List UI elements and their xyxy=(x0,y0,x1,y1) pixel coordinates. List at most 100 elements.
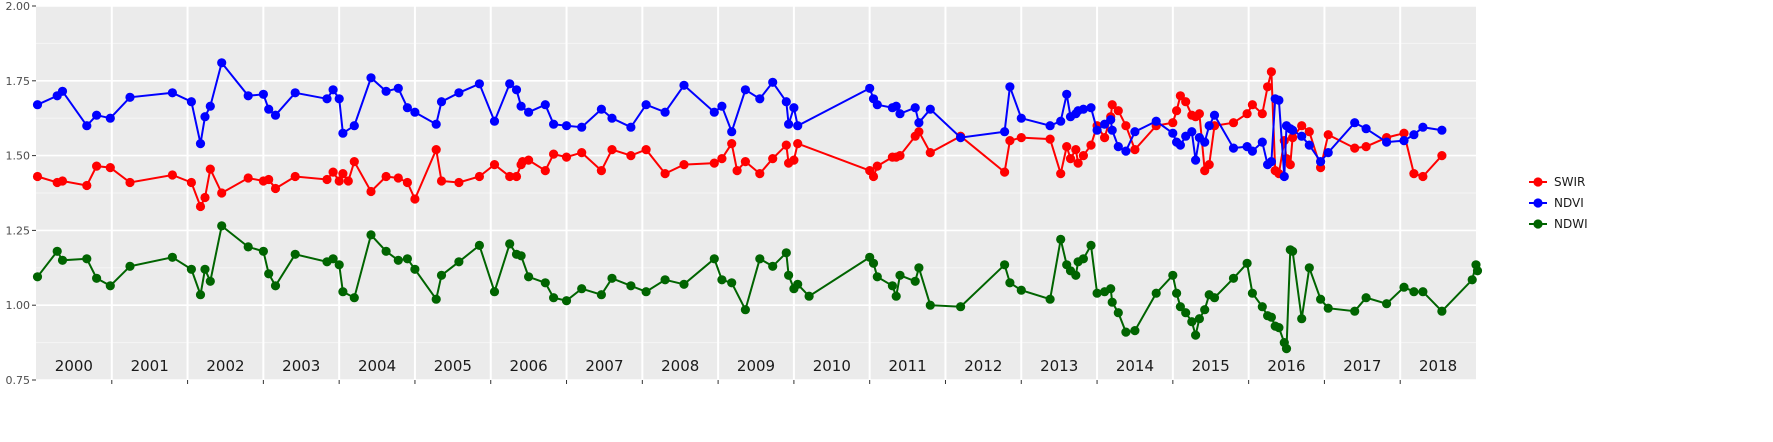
data-point xyxy=(1382,299,1392,309)
data-point xyxy=(1350,118,1360,128)
data-point xyxy=(865,83,875,93)
data-point xyxy=(1071,270,1081,280)
data-point xyxy=(105,163,115,173)
data-point xyxy=(1257,137,1267,147)
data-point xyxy=(895,109,905,119)
year-label: 2009 xyxy=(737,357,775,375)
data-point xyxy=(1121,121,1131,131)
major-gridlines xyxy=(36,5,1476,381)
data-point xyxy=(270,183,281,194)
data-point xyxy=(641,145,651,155)
data-point xyxy=(200,264,210,274)
data-point xyxy=(1194,109,1204,119)
legend-key-point xyxy=(1533,198,1543,208)
data-point xyxy=(436,270,447,280)
data-point xyxy=(1297,121,1307,131)
data-point xyxy=(1228,118,1239,128)
data-point xyxy=(52,246,62,256)
data-point xyxy=(732,166,742,176)
data-point xyxy=(264,269,274,279)
year-label: 2007 xyxy=(585,357,623,375)
data-point xyxy=(474,240,484,250)
data-point xyxy=(1107,297,1117,307)
data-point xyxy=(264,174,274,185)
data-point xyxy=(92,273,102,283)
data-point xyxy=(914,118,924,128)
data-point xyxy=(524,272,534,282)
data-point xyxy=(1361,142,1371,152)
data-point xyxy=(793,139,803,149)
legend-label: NDWI xyxy=(1554,217,1588,231)
data-point xyxy=(740,157,751,167)
data-point xyxy=(577,284,587,294)
data-point xyxy=(549,119,559,129)
data-point xyxy=(1361,293,1371,303)
data-point xyxy=(1257,302,1267,312)
data-point xyxy=(1316,157,1326,167)
data-point xyxy=(596,290,607,300)
data-point xyxy=(105,113,115,123)
data-point xyxy=(1350,306,1360,316)
data-point xyxy=(349,121,359,131)
data-point xyxy=(872,161,882,171)
data-point xyxy=(1113,142,1123,152)
data-point xyxy=(1016,285,1026,295)
data-point xyxy=(1045,134,1055,144)
data-point xyxy=(561,152,572,162)
data-point xyxy=(596,166,607,176)
data-point xyxy=(1130,326,1140,336)
data-point xyxy=(125,261,135,271)
data-point xyxy=(887,281,898,291)
data-point xyxy=(290,249,300,259)
data-point xyxy=(338,169,348,179)
data-point xyxy=(1045,294,1055,304)
data-point xyxy=(1078,254,1088,264)
data-point xyxy=(891,101,901,111)
data-point xyxy=(1437,125,1447,135)
data-point xyxy=(709,107,719,117)
data-point xyxy=(1092,288,1102,298)
data-point xyxy=(489,116,500,126)
data-point xyxy=(1200,305,1210,315)
data-point xyxy=(717,275,727,285)
data-point xyxy=(784,119,794,129)
data-point xyxy=(804,291,814,301)
data-point xyxy=(1005,278,1015,288)
data-point xyxy=(914,263,924,273)
data-point xyxy=(1266,67,1276,77)
data-point xyxy=(454,257,464,267)
data-point xyxy=(1000,127,1010,137)
data-point xyxy=(956,302,966,312)
data-point xyxy=(205,164,215,174)
data-point xyxy=(895,151,905,161)
data-point xyxy=(366,230,376,240)
data-point xyxy=(167,170,177,180)
data-point xyxy=(925,104,935,114)
data-point xyxy=(186,97,196,107)
data-point xyxy=(270,281,281,291)
data-point xyxy=(1078,151,1088,161)
year-label: 2015 xyxy=(1192,357,1230,375)
data-point xyxy=(1065,154,1076,164)
data-point xyxy=(167,88,177,98)
data-point xyxy=(607,145,617,155)
year-label: 2001 xyxy=(131,357,169,375)
data-point xyxy=(1228,143,1239,153)
data-point xyxy=(1418,171,1428,182)
data-point xyxy=(679,160,689,170)
x-axis xyxy=(111,380,1401,384)
data-point xyxy=(343,176,353,186)
data-point xyxy=(925,148,935,158)
data-point xyxy=(1409,169,1419,179)
data-point xyxy=(349,157,359,167)
data-point xyxy=(1209,110,1220,120)
data-point xyxy=(549,149,559,159)
y-tick-label: 1.25 xyxy=(6,224,31,237)
data-point xyxy=(1045,121,1055,131)
year-label: 2016 xyxy=(1267,357,1305,375)
data-point xyxy=(516,101,526,111)
data-point xyxy=(1005,82,1015,92)
data-point xyxy=(186,177,196,188)
data-point xyxy=(1086,103,1096,113)
data-point xyxy=(186,264,196,274)
